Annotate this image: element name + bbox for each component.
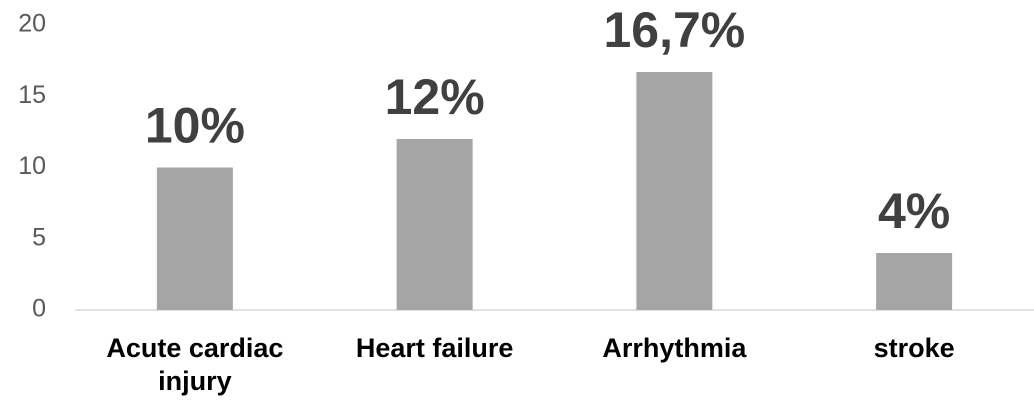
bar [156,167,233,310]
x-tick-label: Arrhythmia [602,333,747,363]
y-tick-label: 0 [32,295,46,323]
y-tick-label: 5 [32,223,46,251]
value-label: 10% [145,98,245,154]
y-tick-label: 10 [18,152,46,180]
bar [876,253,953,310]
bar [636,72,713,311]
value-label: 12% [385,69,485,125]
value-label: 16,7% [603,2,745,58]
y-tick-label: 15 [18,81,46,109]
x-tick-label: stroke [873,333,955,363]
value-label: 4% [878,183,950,239]
bar [396,139,473,310]
x-tick-label: Acute cardiac injury [106,333,284,396]
x-tick-label: Heart failure [355,333,514,363]
y-tick-label: 20 [18,10,46,38]
